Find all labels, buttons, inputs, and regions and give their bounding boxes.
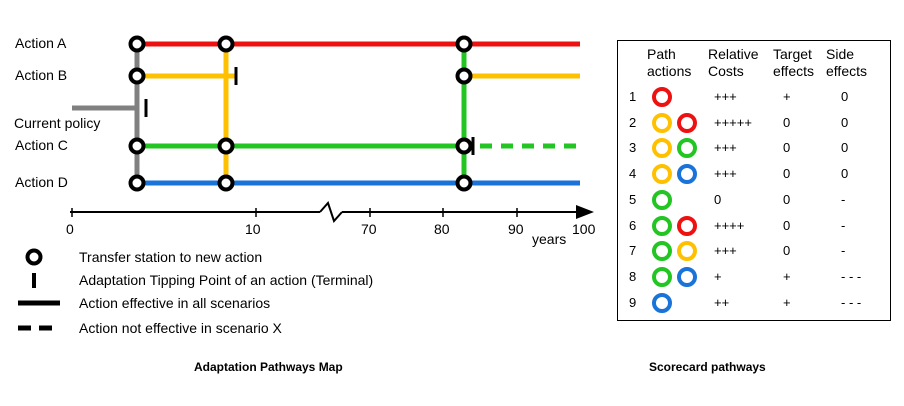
row-number: 4	[629, 166, 637, 182]
axis-tick-label: 90	[508, 221, 524, 237]
relative-costs-cell: +++	[714, 166, 737, 182]
row-number: 2	[629, 114, 637, 130]
legend-solid-line-text: Action effective in all scenarios	[79, 295, 271, 311]
axis-tick-label: 70	[361, 221, 377, 237]
target-effects-cell: 0	[783, 243, 791, 259]
path-action-a-icon	[677, 112, 697, 133]
side-effects-cell: - - -	[841, 268, 862, 284]
relative-costs-cell: +++	[714, 89, 737, 104]
path-action-d-icon	[652, 292, 672, 313]
side-effects-cell: 0	[841, 166, 849, 182]
path-action-c-icon	[652, 189, 672, 210]
transfer-station-icon	[455, 174, 473, 192]
side-effects-cell: -	[841, 217, 846, 233]
legend-tipping-point-text: Adaptation Tipping Point of an action (T…	[79, 272, 374, 288]
action-a-label: Action A	[15, 35, 67, 51]
current-policy-label: Current policy	[14, 115, 101, 131]
path-action-b-icon	[652, 112, 672, 133]
legend-transfer-station-text: Transfer station to new action	[79, 249, 263, 265]
path-action-b-icon	[652, 164, 672, 185]
transfer-stations	[128, 35, 473, 192]
relative-costs-cell: +++	[714, 243, 737, 259]
axis-arrow-icon	[576, 205, 594, 219]
target-effects-cell: +	[783, 268, 791, 284]
target-effects-cell: 0	[783, 166, 791, 182]
path-action-d-icon	[677, 266, 697, 287]
relative-costs-cell: +++++	[714, 114, 752, 130]
row-number: 1	[629, 89, 637, 104]
transfer-station-icon	[217, 35, 235, 53]
target-effects-cell: 0	[783, 140, 791, 156]
relative-costs-cell: ++++	[714, 217, 745, 233]
side-effects-cell: 0	[841, 114, 849, 130]
pathways-map	[18, 35, 594, 331]
side-effects-cell: -	[841, 191, 846, 207]
row-number: 5	[629, 191, 637, 207]
scorecard-table: Path actions Relative Costs Target effec…	[617, 40, 891, 321]
header-path-actions: Path actions	[647, 46, 692, 79]
path-action-b-icon	[652, 138, 672, 159]
header-relative-costs: Relative Costs	[708, 46, 759, 79]
transfer-station-icon	[128, 67, 146, 85]
action-b-label: Action B	[15, 67, 68, 83]
path-action-c-icon	[677, 138, 697, 159]
relative-costs-cell: +	[714, 268, 722, 284]
path-action-a-icon	[652, 87, 672, 107]
scorecard-caption: Scorecard pathways	[649, 360, 766, 374]
axis-tick-label: 0	[66, 221, 74, 237]
header-side-effects: Side effects	[826, 46, 867, 79]
relative-costs-cell: +++	[714, 140, 737, 156]
map-caption: Adaptation Pathways Map	[194, 360, 343, 374]
transfer-station-icon	[128, 174, 146, 192]
transfer-station-icon	[455, 137, 473, 155]
header-target-effects: Target effects	[773, 46, 814, 79]
legend-transfer-station-icon	[25, 248, 43, 266]
row-number: 6	[629, 217, 637, 233]
relative-costs-cell: 0	[714, 191, 722, 207]
target-effects-cell: 0	[783, 114, 791, 130]
axis-unit-label: years	[532, 231, 567, 247]
transfer-station-icon	[455, 67, 473, 85]
transfer-station-icon	[217, 174, 235, 192]
path-action-c-icon	[652, 215, 672, 236]
transfer-station-icon	[217, 137, 235, 155]
path-action-d-icon	[677, 164, 697, 185]
target-effects-cell: +	[783, 89, 791, 104]
axis-tick-label: 10	[245, 221, 261, 237]
axis-tick-label: 100	[572, 221, 596, 237]
row-number: 3	[629, 140, 637, 156]
target-effects-cell: 0	[783, 191, 791, 207]
path-action-c-icon	[652, 266, 672, 287]
row-number: 8	[629, 268, 637, 284]
legend-dashed-line-text: Action not effective in scenario X	[79, 320, 282, 336]
axis-tick-label: 80	[434, 221, 450, 237]
side-effects-cell: 0	[841, 140, 849, 156]
target-effects-cell: 0	[783, 217, 791, 233]
action-c-label: Action C	[15, 137, 68, 153]
transfer-station-icon	[455, 35, 473, 53]
path-action-b-icon	[677, 241, 697, 262]
side-effects-cell: -	[841, 243, 846, 259]
row-number: 9	[629, 294, 637, 310]
time-axis	[70, 201, 594, 223]
side-effects-cell: - - -	[841, 294, 862, 310]
transfer-station-icon	[128, 35, 146, 53]
relative-costs-cell: ++	[714, 294, 730, 310]
side-effects-cell: 0	[841, 89, 849, 104]
path-action-c-icon	[652, 241, 672, 262]
path-action-a-icon	[677, 215, 697, 236]
row-number: 7	[629, 243, 637, 259]
action-d-label: Action D	[15, 174, 68, 190]
axis-break-icon	[319, 201, 343, 223]
transfer-station-icon	[128, 137, 146, 155]
target-effects-cell: +	[783, 294, 791, 310]
